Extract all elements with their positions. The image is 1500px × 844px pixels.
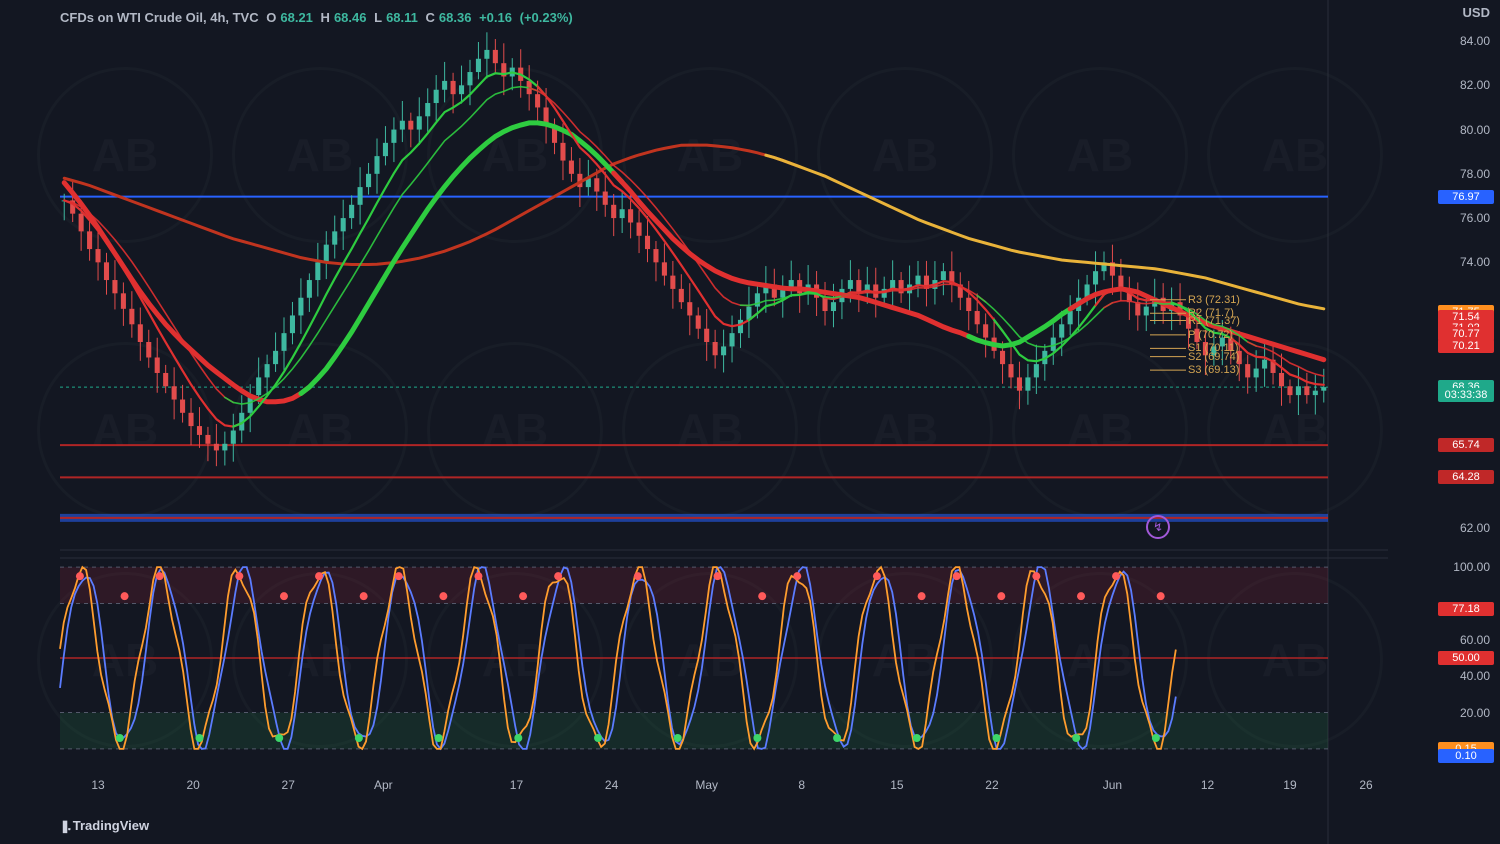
pivot-label: P (70.72) [1188, 329, 1233, 341]
osc-y-tick: 20.00 [1460, 706, 1490, 720]
ohlc-chg: +0.16 [479, 10, 512, 25]
x-tick: 27 [282, 778, 295, 792]
autoscale-icon[interactable]: ↯ [1146, 515, 1170, 539]
pivot-label: S3 (69.13) [1188, 364, 1239, 376]
price-tag: 03:33:38 [1438, 388, 1494, 402]
osc-tag: 77.18 [1438, 602, 1494, 616]
pivot-label: R1 (71.37) [1188, 315, 1240, 327]
ohlc-o-label: O [266, 10, 276, 25]
x-tick: 13 [91, 778, 104, 792]
x-tick: 20 [186, 778, 199, 792]
x-tick: 22 [985, 778, 998, 792]
tv-mark-icon: ❚᎐ [60, 819, 69, 833]
bolt-glyph: ↯ [1153, 520, 1163, 534]
price-tag: 70.21 [1438, 339, 1494, 353]
x-tick: 26 [1359, 778, 1372, 792]
ohlc-h-label: H [321, 10, 330, 25]
x-tick: 8 [798, 778, 805, 792]
x-tick: 24 [605, 778, 618, 792]
osc-tag: 50.00 [1438, 651, 1494, 665]
x-tick: May [695, 778, 718, 792]
x-tick: Jun [1103, 778, 1122, 792]
x-tick: 17 [510, 778, 523, 792]
price-tag: 76.97 [1438, 190, 1494, 204]
y-tick: 84.00 [1460, 34, 1490, 48]
y-tick: 80.00 [1460, 123, 1490, 137]
x-tick: 19 [1283, 778, 1296, 792]
y-tick: 74.00 [1460, 255, 1490, 269]
ohlc-l-label: L [374, 10, 382, 25]
ohlc-c: 68.36 [439, 10, 472, 25]
y-tick: 78.00 [1460, 167, 1490, 181]
price-tag: 64.28 [1438, 470, 1494, 484]
tv-brand: TradingView [73, 818, 149, 833]
ohlc-l: 68.11 [386, 10, 418, 25]
symbol-header: CFDs on WTI Crude Oil, 4h, TVC O68.21 H6… [60, 10, 577, 25]
ohlc-c-label: C [426, 10, 435, 25]
pivot-label: S2 (69.74) [1188, 351, 1239, 363]
ohlc-h: 68.46 [334, 10, 367, 25]
symbol-title: CFDs on WTI Crude Oil, 4h, TVC [60, 10, 259, 25]
x-tick: 15 [890, 778, 903, 792]
y-tick: 76.00 [1460, 211, 1490, 225]
ohlc-pct: (+0.23%) [520, 10, 573, 25]
osc-y-tick: 100.00 [1453, 560, 1490, 574]
y-axis-unit: USD [1463, 5, 1490, 20]
x-tick: Apr [374, 778, 393, 792]
price-tag: 65.74 [1438, 438, 1494, 452]
osc-tag: 0.10 [1438, 749, 1494, 763]
price-chart[interactable] [0, 0, 1500, 844]
osc-y-tick: 60.00 [1460, 633, 1490, 647]
ohlc-o: 68.21 [280, 10, 313, 25]
tradingview-logo[interactable]: ❚᎐ TradingView [60, 818, 149, 834]
y-tick: 62.00 [1460, 521, 1490, 535]
x-tick: 12 [1201, 778, 1214, 792]
chart-root: ABABABABABABABABABABABABABABABABABABABAB… [0, 0, 1500, 844]
osc-y-tick: 40.00 [1460, 669, 1490, 683]
pivot-label: R3 (72.31) [1188, 294, 1240, 306]
y-tick: 82.00 [1460, 78, 1490, 92]
